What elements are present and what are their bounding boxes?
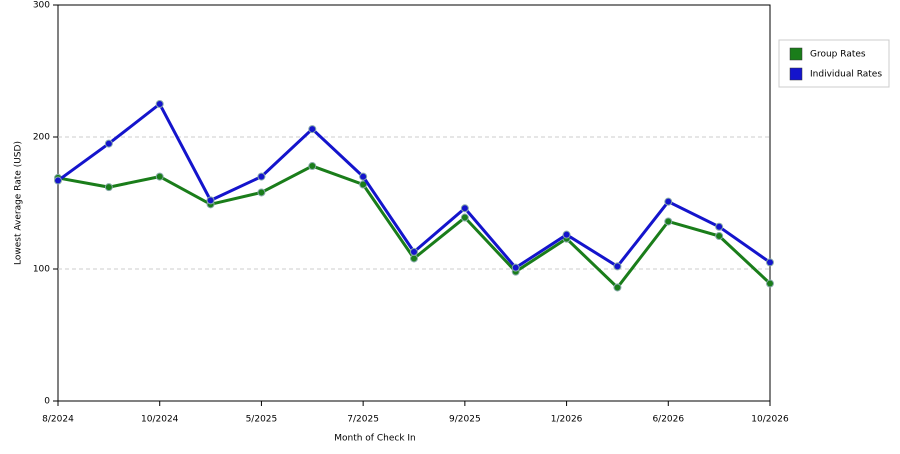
x-tick-label: 7/2025 xyxy=(347,415,379,425)
point xyxy=(359,180,368,189)
point xyxy=(715,222,724,231)
legend-label: Group Rates xyxy=(810,50,866,60)
legend-swatch xyxy=(789,67,803,81)
y-tick-label: 200 xyxy=(33,133,50,143)
point xyxy=(562,230,571,239)
point xyxy=(410,247,418,256)
x-tick-label: 10/2026 xyxy=(751,415,789,425)
point xyxy=(766,258,774,267)
y-tick-label: 0 xyxy=(44,397,50,407)
point xyxy=(308,162,317,171)
point xyxy=(766,279,774,288)
point xyxy=(460,213,469,222)
x-tick-label: 10/2024 xyxy=(141,415,179,425)
x-tick-label: 6/2026 xyxy=(652,415,684,425)
x-axis-label: Month of Check In xyxy=(334,434,416,444)
point xyxy=(308,125,317,134)
point xyxy=(664,217,673,226)
point xyxy=(511,263,520,272)
x-tick-label: 5/2025 xyxy=(246,415,278,425)
legend-label: Individual Rates xyxy=(810,70,882,80)
y-axis-label: Lowest Average Rate (USD) xyxy=(14,141,24,265)
point xyxy=(257,188,266,197)
y-tick-label: 300 xyxy=(33,1,50,11)
point xyxy=(715,232,724,240)
x-tick-label: 9/2025 xyxy=(449,415,481,425)
point xyxy=(155,100,164,108)
y-tick-label: 100 xyxy=(33,265,50,275)
point xyxy=(613,262,622,271)
point xyxy=(206,196,215,205)
point xyxy=(104,183,113,192)
point xyxy=(460,204,469,213)
point xyxy=(104,139,113,148)
point xyxy=(54,176,62,185)
series-line xyxy=(57,101,771,270)
point xyxy=(359,172,368,181)
point xyxy=(664,197,673,206)
point xyxy=(410,254,418,263)
plot-area xyxy=(57,4,771,402)
legend-swatch xyxy=(789,47,803,61)
x-tick-label: 1/2026 xyxy=(551,415,583,425)
x-tick-label: 8/2024 xyxy=(42,415,74,425)
point xyxy=(613,283,622,292)
point xyxy=(257,172,266,181)
point xyxy=(155,172,164,181)
